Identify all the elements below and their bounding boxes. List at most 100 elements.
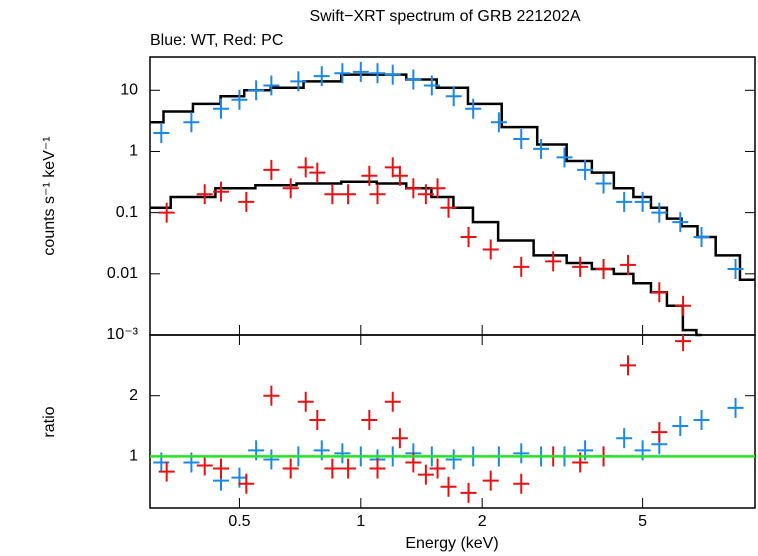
data-point — [482, 239, 499, 260]
data-point — [620, 254, 637, 275]
y-tick-label: 0.1 — [116, 204, 138, 221]
data-point — [440, 197, 457, 218]
data-point — [384, 157, 401, 178]
data-point — [675, 295, 692, 316]
data-point — [651, 202, 668, 223]
data-point — [324, 458, 341, 479]
plot-frame — [149, 334, 756, 509]
data-point — [616, 191, 633, 212]
data-point — [263, 159, 280, 180]
data-point — [675, 335, 692, 352]
data-point — [405, 178, 422, 199]
data-point — [460, 226, 477, 247]
data-point — [352, 61, 369, 82]
data-point — [309, 162, 326, 183]
data-point — [693, 226, 710, 247]
x-tick-label: 1 — [356, 513, 365, 530]
data-point — [361, 165, 378, 186]
data-point — [282, 458, 299, 479]
data-point — [369, 458, 386, 479]
data-point — [445, 86, 462, 107]
data-point — [651, 422, 668, 443]
data-point — [263, 449, 280, 470]
data-point — [238, 191, 255, 212]
data-point — [513, 473, 530, 494]
data-point — [513, 128, 530, 149]
chart-subtitle: Blue: WT, Red: PC — [150, 32, 283, 49]
data-point — [158, 461, 175, 482]
data-point — [513, 443, 530, 464]
data-point — [595, 258, 612, 279]
data-point — [196, 184, 213, 205]
data-point — [334, 63, 351, 84]
data-point — [545, 251, 562, 272]
y-tick-label: 1 — [129, 448, 138, 465]
data-point — [324, 184, 341, 205]
data-point — [391, 428, 408, 449]
data-point — [297, 157, 314, 178]
data-point — [423, 75, 440, 96]
data-point — [384, 391, 401, 412]
data-point — [417, 184, 434, 205]
data-point — [490, 112, 507, 133]
y-tick-label: 0.01 — [107, 265, 138, 282]
chart-title: Swift−XRT spectrum of GRB 221202A — [309, 8, 580, 25]
x-tick-label: 5 — [638, 513, 647, 530]
y-tick-label: 10⁻³ — [106, 326, 138, 343]
data-point — [231, 89, 248, 110]
data-point — [340, 184, 357, 205]
data-point — [577, 159, 594, 180]
data-point — [513, 256, 530, 277]
model-line — [150, 180, 702, 337]
y-axis-label: counts s⁻¹ keV⁻¹ — [41, 136, 58, 255]
data-point — [651, 282, 668, 303]
data-point — [297, 391, 314, 412]
data-point — [616, 428, 633, 449]
data-point — [429, 178, 446, 199]
data-point — [620, 355, 637, 376]
data-point — [340, 458, 357, 479]
data-point — [465, 98, 482, 119]
data-point — [313, 66, 330, 87]
data-point — [334, 443, 351, 464]
data-point — [595, 173, 612, 194]
data-point — [417, 464, 434, 485]
data-point — [693, 409, 710, 430]
data-point — [282, 178, 299, 199]
data-point — [556, 147, 573, 168]
data-point — [445, 449, 462, 470]
model-line — [150, 73, 755, 281]
y-tick-label: 1 — [129, 143, 138, 160]
data-point — [369, 184, 386, 205]
data-point — [212, 98, 229, 119]
data-point — [369, 63, 386, 84]
data-point — [158, 202, 175, 223]
data-point — [183, 112, 200, 133]
data-point — [482, 470, 499, 491]
data-point — [533, 138, 550, 159]
data-point — [727, 258, 744, 279]
data-point — [248, 80, 265, 101]
data-point — [440, 476, 457, 497]
y-tick-label: 10 — [120, 82, 138, 99]
data-point — [429, 458, 446, 479]
y-tick-label: 2 — [129, 387, 138, 404]
x-axis-label: Energy (keV) — [405, 535, 498, 552]
data-point — [672, 416, 689, 437]
data-point — [212, 181, 229, 202]
data-point — [672, 212, 689, 233]
data-point — [196, 455, 213, 476]
data-point — [290, 71, 307, 92]
x-tick-label: 2 — [478, 513, 487, 530]
data-point — [263, 75, 280, 96]
data-point — [391, 165, 408, 186]
data-point — [727, 397, 744, 418]
data-point — [361, 409, 378, 430]
data-point — [405, 69, 422, 90]
data-point — [460, 482, 477, 503]
data-point — [263, 385, 280, 406]
data-point — [309, 409, 326, 430]
data-point — [634, 191, 651, 212]
x-tick-label: 0.5 — [228, 513, 250, 530]
